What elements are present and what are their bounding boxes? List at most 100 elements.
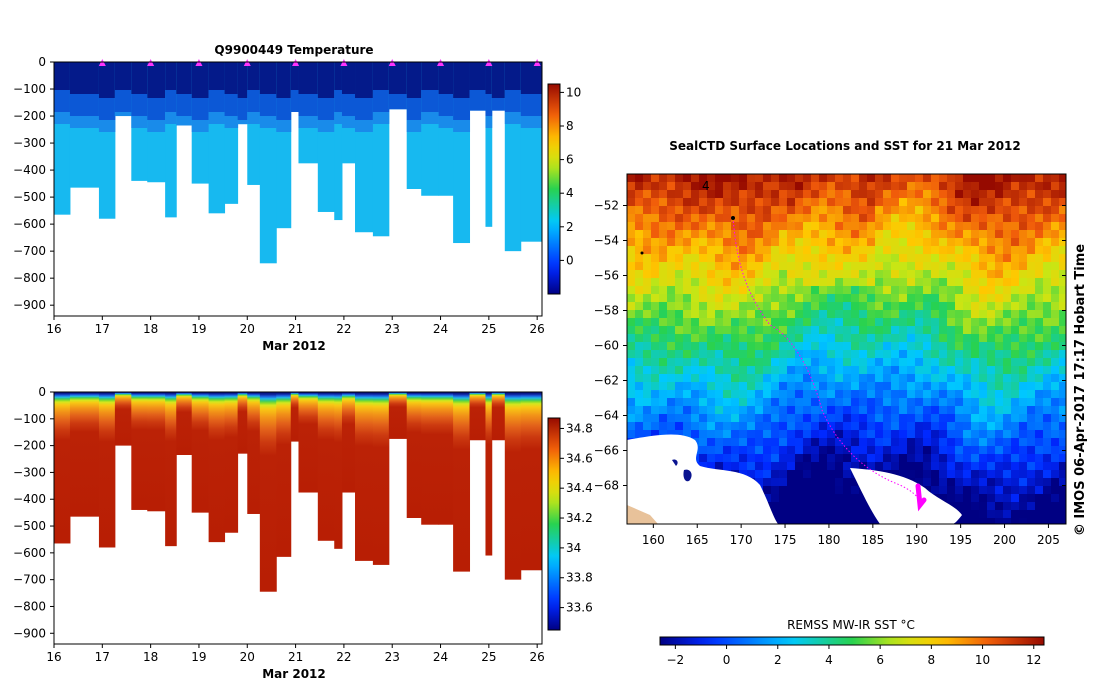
sst-cell	[771, 366, 779, 374]
sst-cell	[795, 454, 803, 462]
sst-cell	[659, 206, 667, 214]
sst-cell	[675, 206, 683, 214]
sst-cell	[931, 318, 939, 326]
sst-cell	[1059, 254, 1066, 262]
sst-cell	[771, 422, 779, 430]
sst-cell	[691, 430, 699, 438]
sst-cell	[1003, 222, 1011, 230]
sst-cell	[755, 302, 763, 310]
sst-cell	[963, 374, 971, 382]
sst-cell	[699, 310, 707, 318]
sst-cell	[827, 302, 835, 310]
sst-cell	[899, 462, 907, 470]
sst-cell	[691, 366, 699, 374]
sst-cell	[811, 422, 819, 430]
sst-cell	[931, 390, 939, 398]
temp-thermocline	[98, 98, 116, 120]
sst-colorbar-tick-label: 4	[825, 653, 833, 667]
sst-cell	[787, 278, 795, 286]
sst-cell	[1059, 470, 1066, 478]
lat-tick-label: −62	[594, 374, 619, 388]
salinity-x-axis: 16 17 18 19 20 21 22 23 24 25 26	[46, 644, 545, 664]
sst-cell	[795, 462, 803, 470]
sst-cell	[755, 414, 763, 422]
sst-cell	[955, 502, 963, 510]
sst-cell	[1027, 286, 1035, 294]
sst-cell	[715, 270, 723, 278]
sst-cell	[707, 222, 715, 230]
sst-cell	[971, 190, 979, 198]
sst-cell	[987, 486, 995, 494]
sst-cell	[907, 214, 915, 222]
sst-cell	[1043, 494, 1051, 502]
sst-cell	[659, 222, 667, 230]
sst-cell	[995, 238, 1003, 246]
sst-cell	[915, 374, 923, 382]
sst-cell	[1019, 190, 1027, 198]
sst-cell	[1043, 454, 1051, 462]
sst-cell	[971, 326, 979, 334]
sst-cell	[987, 510, 995, 518]
sst-cell	[667, 382, 675, 390]
sst-cell	[1043, 342, 1051, 350]
sst-cell	[803, 470, 811, 478]
sst-cell	[907, 438, 915, 446]
sst-cell	[667, 278, 675, 286]
sst-cell	[1059, 422, 1066, 430]
sst-cell	[803, 390, 811, 398]
sst-cell	[939, 342, 947, 350]
sst-cell	[915, 438, 923, 446]
sst-cell	[723, 390, 731, 398]
sst-cell	[691, 190, 699, 198]
sst-cell	[883, 182, 891, 190]
sst-cell	[723, 398, 731, 406]
sst-cell	[819, 174, 827, 182]
sst-cell	[787, 262, 795, 270]
salinity-profile	[317, 392, 335, 541]
sst-cell	[803, 398, 811, 406]
sst-cell	[811, 286, 819, 294]
sst-cell	[755, 262, 763, 270]
sst-cell	[875, 318, 883, 326]
sst-cell	[771, 278, 779, 286]
sst-cell	[955, 302, 963, 310]
sst-cell	[731, 198, 739, 206]
sst-cell	[627, 406, 635, 414]
sst-cell	[907, 198, 915, 206]
sst-cell	[747, 254, 755, 262]
temp-profiles	[54, 62, 543, 264]
sst-cell	[787, 366, 795, 374]
sst-cell	[1035, 222, 1043, 230]
sst-cell	[739, 326, 747, 334]
sst-cell	[627, 358, 635, 366]
sst-cell	[931, 230, 939, 238]
sst-cell	[1051, 310, 1059, 318]
sst-cell	[939, 462, 947, 470]
salinity-profile	[491, 392, 506, 441]
sst-cell	[779, 494, 787, 502]
sst-cell	[787, 246, 795, 254]
temp-thermocline	[224, 94, 239, 116]
sst-cell	[923, 430, 931, 438]
sst-cell	[723, 350, 731, 358]
sst-cell	[851, 390, 859, 398]
sst-cell	[835, 502, 843, 510]
sst-cell	[675, 318, 683, 326]
sst-cell	[995, 462, 1003, 470]
sst-cell	[891, 182, 899, 190]
sst-cell	[1035, 382, 1043, 390]
sst-cell	[1019, 374, 1027, 382]
sst-cell	[963, 486, 971, 494]
sst-cell	[715, 422, 723, 430]
x-tick-label: 19	[191, 650, 206, 664]
sst-cell	[843, 358, 851, 366]
sst-cell	[875, 342, 883, 350]
sst-cell	[931, 358, 939, 366]
sst-cell	[683, 350, 691, 358]
lon-tick-label: 175	[774, 533, 797, 547]
sst-cell	[931, 190, 939, 198]
sst-cell	[875, 366, 883, 374]
sst-cell	[963, 230, 971, 238]
sst-cell	[763, 174, 771, 182]
sst-cell	[683, 382, 691, 390]
